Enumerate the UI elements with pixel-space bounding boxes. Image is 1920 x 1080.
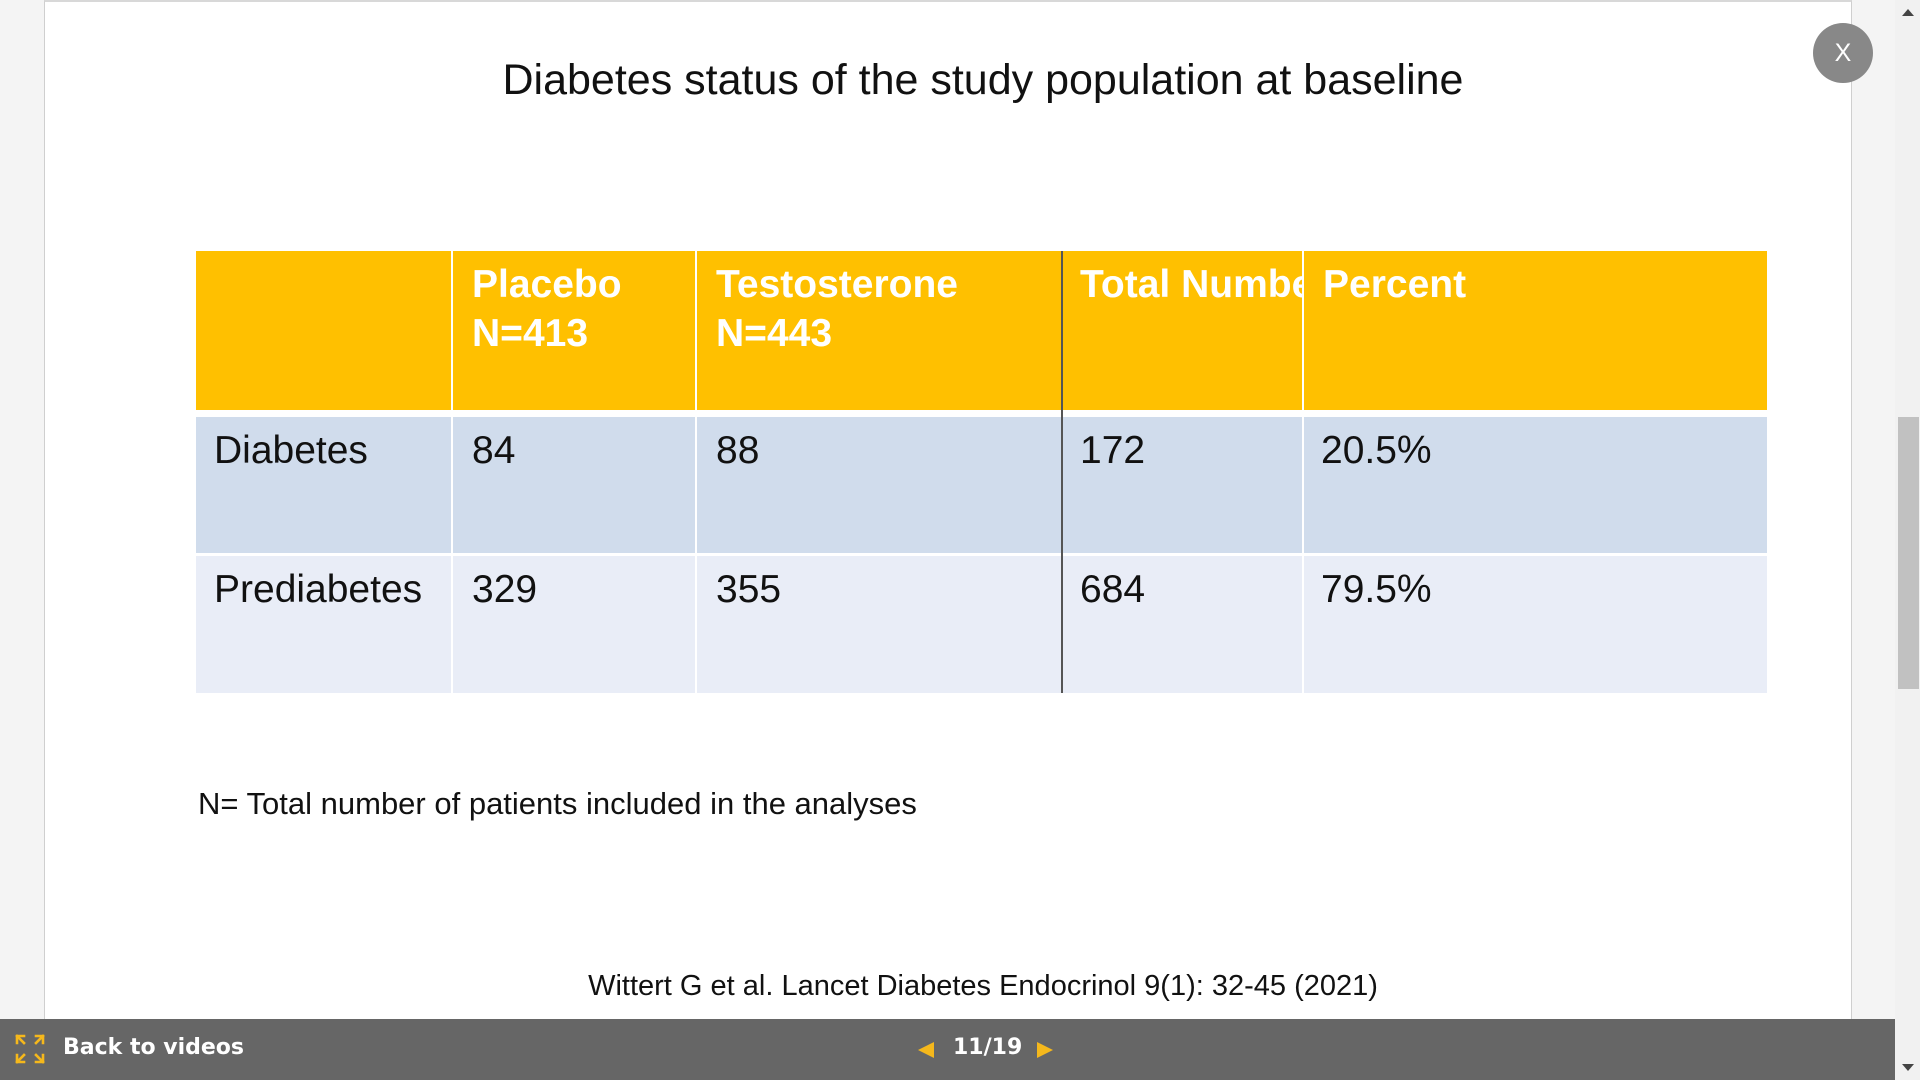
table-header-testosterone: Testosterone N=443 — [697, 251, 1062, 410]
table-cell: 329 — [453, 556, 695, 693]
next-slide-arrow-icon[interactable] — [1037, 1042, 1053, 1058]
citation: Wittert G et al. Lancet Diabetes Endocri… — [588, 970, 1378, 1002]
table-cell: 172 — [1063, 417, 1302, 553]
table-cell: 355 — [697, 556, 1062, 693]
previous-slide-arrow-icon[interactable] — [918, 1042, 934, 1058]
scrollbar-thumb[interactable] — [1898, 417, 1919, 689]
column-divider — [1061, 251, 1063, 693]
slide-counter: 11/19 — [953, 1035, 1023, 1060]
header-line: Placebo — [472, 263, 622, 306]
table-cell: 88 — [697, 417, 1062, 553]
diabetes-status-table: Placebo N=413 Testosterone N=443 Total N… — [196, 251, 1767, 693]
header-line: Percent — [1323, 263, 1467, 306]
slide-panel: Diabetes status of the study population … — [44, 0, 1852, 1020]
table-header-placebo: Placebo N=413 — [453, 251, 695, 410]
header-line: N=413 — [472, 312, 589, 355]
scroll-down-arrow-icon[interactable] — [1902, 1064, 1914, 1071]
table-header-percent: Percent — [1304, 251, 1767, 410]
table-cell: 79.5% — [1304, 556, 1767, 693]
table-cell-row-label: Diabetes — [196, 417, 451, 553]
table-cell: 84 — [453, 417, 695, 553]
header-line: N=443 — [716, 312, 833, 355]
table-header-cell — [196, 251, 451, 410]
vertical-scrollbar[interactable] — [1895, 0, 1920, 1080]
bottom-bar: Back to videos 11/19 — [0, 1019, 1895, 1080]
table-cell: 684 — [1063, 556, 1302, 693]
scroll-up-arrow-icon[interactable] — [1902, 9, 1914, 16]
table-header-total-number: Total Number — [1063, 251, 1329, 410]
table-cell-row-label: Prediabetes — [196, 556, 451, 693]
header-line: Testosterone — [716, 263, 958, 306]
fullscreen-expand-icon[interactable] — [14, 1033, 46, 1065]
header-line: Total Number — [1080, 263, 1329, 306]
table-cell: 20.5% — [1304, 417, 1767, 553]
close-button[interactable]: X — [1813, 23, 1873, 83]
back-to-videos-link[interactable]: Back to videos — [63, 1035, 244, 1060]
footnote: N= Total number of patients included in … — [198, 786, 917, 821]
slide-title: Diabetes status of the study population … — [502, 56, 1464, 104]
